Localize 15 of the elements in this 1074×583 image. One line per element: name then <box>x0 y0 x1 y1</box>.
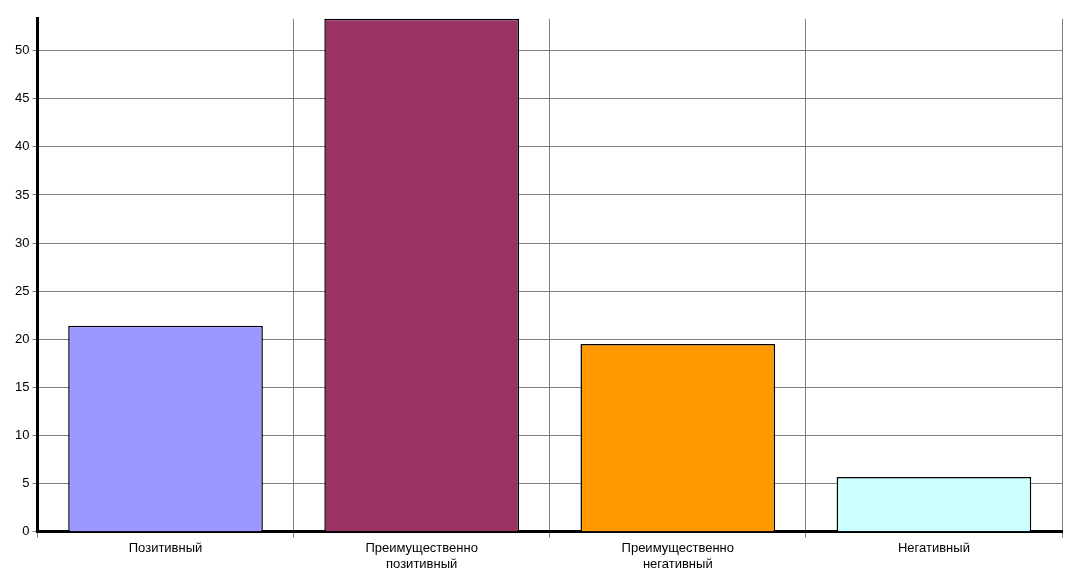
y-tick-label: 45 <box>14 90 30 106</box>
y-tick-label: 40 <box>14 138 30 154</box>
x-tick-label: Негативный <box>897 540 970 556</box>
y-tick-label: 15 <box>14 379 30 395</box>
y-tick-label: 10 <box>14 427 30 443</box>
x-tick-label: Преимущественно позитивный <box>365 540 478 571</box>
y-tick-label: 35 <box>14 186 30 202</box>
y-tick-label: 5 <box>22 475 30 491</box>
y-tick-label: 20 <box>14 330 30 346</box>
y-tick-label: 0 <box>22 523 30 539</box>
x-tick-label: Преимущественно негативный <box>621 540 735 571</box>
x-tick-label: Позитивный <box>128 540 203 556</box>
y-tick-label: 25 <box>14 282 30 298</box>
y-tick-label: 50 <box>14 42 30 58</box>
y-tick-label: 30 <box>14 234 30 250</box>
